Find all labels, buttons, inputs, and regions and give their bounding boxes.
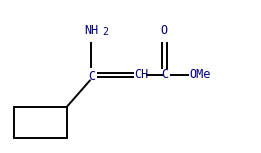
Text: OMe: OMe [189, 68, 211, 81]
Text: 2: 2 [103, 28, 109, 37]
Bar [14, 107, 67, 138]
Text: O: O [161, 24, 168, 37]
Text: NH: NH [84, 24, 98, 37]
Text: C: C [88, 70, 95, 83]
Text: C: C [161, 68, 168, 81]
Text: CH: CH [134, 68, 149, 81]
